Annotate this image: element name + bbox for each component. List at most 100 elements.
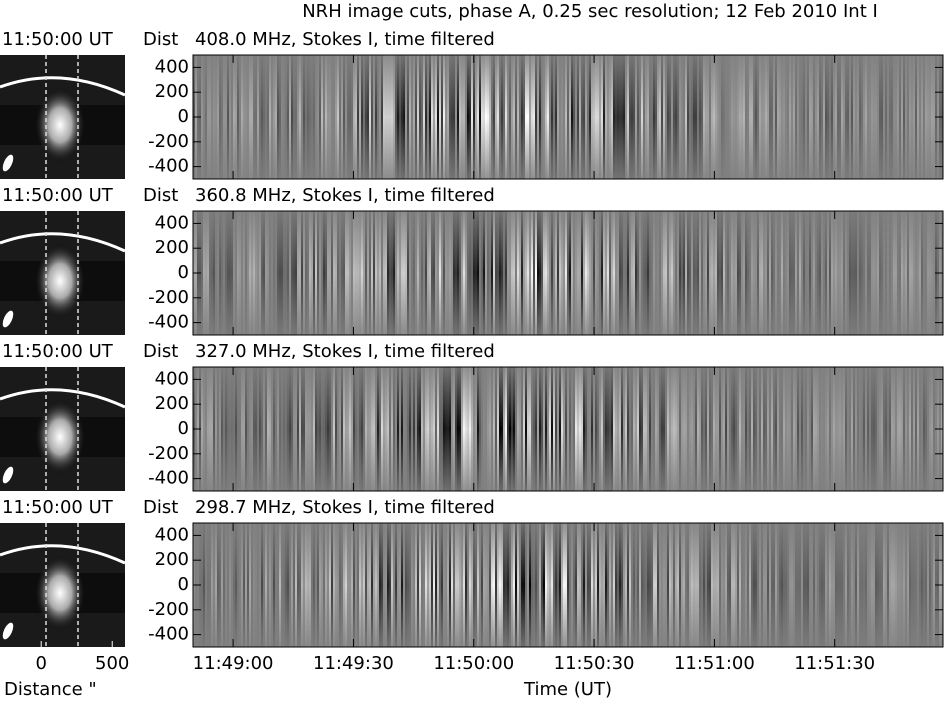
heatmap-column [553, 55, 555, 179]
heatmap-column [377, 523, 379, 647]
heatmap-column [421, 523, 423, 647]
heatmap-column [661, 211, 663, 335]
heatmap-column [585, 55, 587, 179]
heatmap-column [667, 523, 669, 647]
heatmap-column [275, 523, 277, 647]
heatmap-column [279, 523, 281, 647]
heatmap-column [575, 211, 577, 335]
heatmap-column [711, 523, 713, 647]
heatmap-column [231, 55, 233, 179]
heatmap-column [747, 367, 749, 491]
heatmap-column [491, 367, 493, 491]
heatmap-column [915, 55, 917, 179]
heatmap-column [283, 55, 285, 179]
heatmap-column [203, 367, 205, 491]
heatmap-column [589, 523, 591, 647]
heatmap-column [633, 211, 635, 335]
heatmap-column [477, 523, 479, 647]
heatmap-column [339, 211, 341, 335]
heatmap-column [709, 55, 711, 179]
x-tick-label: 11:49:30 [313, 653, 394, 674]
heatmap-column [271, 523, 273, 647]
heatmap-column [887, 367, 889, 491]
heatmap-column [533, 55, 535, 179]
heatmap-column [271, 211, 273, 335]
heatmap-column [597, 367, 599, 491]
heatmap-column [301, 55, 303, 179]
heatmap-column [895, 211, 897, 335]
heatmap-column [879, 211, 881, 335]
heatmap-column [333, 211, 335, 335]
heatmap-column [355, 211, 357, 335]
heatmap-column [899, 367, 901, 491]
heatmap-column [877, 211, 879, 335]
heatmap-column [933, 523, 935, 647]
heatmap-column [669, 55, 671, 179]
heatmap-column [527, 367, 529, 491]
heatmap-column [559, 367, 561, 491]
heatmap-column [779, 523, 781, 647]
heatmap-column [917, 367, 919, 491]
heatmap-column [549, 211, 551, 335]
heatmap-column [661, 523, 663, 647]
heatmap-column [899, 523, 901, 647]
heatmap-column [885, 367, 887, 491]
heatmap-column [775, 55, 777, 179]
heatmap-column [387, 211, 389, 335]
heatmap-column [309, 211, 311, 335]
heatmap-column [223, 211, 225, 335]
heatmap-column [241, 211, 243, 335]
heatmap-column [355, 523, 357, 647]
heatmap-column [829, 367, 831, 491]
heatmap-column [395, 523, 397, 647]
heatmap-column [503, 523, 505, 647]
heatmap-column [821, 211, 823, 335]
heatmap-column [619, 211, 621, 335]
heatmap-column [471, 211, 473, 335]
heatmap-column [709, 367, 711, 491]
heatmap-column [441, 211, 443, 335]
heatmap-column [405, 367, 407, 491]
heatmap-column [587, 55, 589, 179]
y-tick-label: 0 [178, 106, 189, 127]
heatmap-column [923, 367, 925, 491]
heatmap-column [345, 211, 347, 335]
heatmap-column [897, 523, 899, 647]
heatmap-column [641, 211, 643, 335]
heatmap-column [265, 523, 267, 647]
heatmap-column [301, 211, 303, 335]
heatmap-column [759, 211, 761, 335]
heatmap-column [283, 367, 285, 491]
limb [0, 388, 126, 409]
heatmap-column [277, 211, 279, 335]
heatmap-column [469, 367, 471, 491]
heatmap-column [359, 367, 361, 491]
heatmap-column [727, 367, 729, 491]
heatmap-column [845, 211, 847, 335]
heatmap-column [321, 367, 323, 491]
heatmap-column [931, 55, 933, 179]
heatmap-column [745, 367, 747, 491]
heatmap-column [797, 367, 799, 491]
heatmap-column [757, 523, 759, 647]
y-tick-label: -200 [148, 599, 189, 620]
heatmap-column [413, 367, 415, 491]
heatmap-column [379, 55, 381, 179]
heatmap-column [463, 211, 465, 335]
heatmap-column [723, 367, 725, 491]
heatmap-column [383, 367, 385, 491]
heatmap-column [213, 55, 215, 179]
heatmap-column [251, 211, 253, 335]
heatmap-column [417, 211, 419, 335]
heatmap-column [813, 523, 815, 647]
heatmap-column [555, 367, 557, 491]
heatmap-column [835, 55, 837, 179]
heatmap-column [275, 367, 277, 491]
heatmap-column [557, 523, 559, 647]
heatmap-column [829, 523, 831, 647]
heatmap-column [921, 523, 923, 647]
heatmap-column [473, 55, 475, 179]
heatmap-column [303, 55, 305, 179]
heatmap-column [615, 367, 617, 491]
heatmap-column [433, 211, 435, 335]
